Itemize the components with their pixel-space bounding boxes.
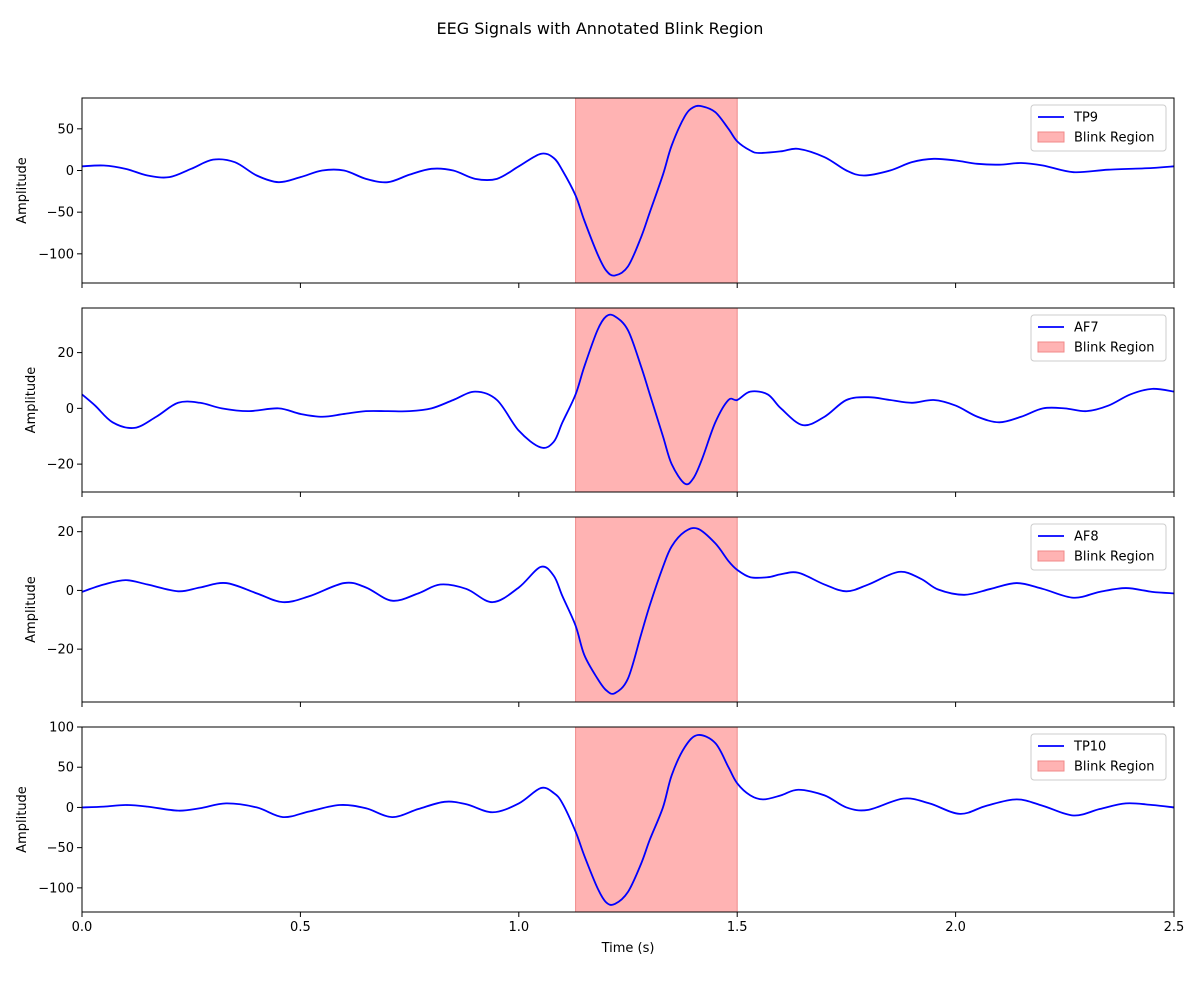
x-tick-label: 2.0	[945, 920, 966, 935]
blink-region	[575, 726, 738, 913]
series-line-af8	[82, 527, 1174, 695]
legend-box	[1030, 314, 1167, 362]
y-tick-label: 0	[66, 164, 74, 179]
series-line-af7	[82, 313, 1174, 486]
legend-region-label: Blink Region	[1074, 131, 1155, 146]
legend-series-label: TP10	[1073, 740, 1106, 755]
y-tick-label: −50	[47, 841, 74, 856]
panels: −100 −50 0 50 Amplitude TP9 Blink Region −20 0 20…	[15, 97, 1184, 936]
legend-region-swatch	[1037, 341, 1065, 353]
y-tick-label: 0	[66, 801, 74, 816]
x-tick-label: 0.0	[72, 920, 93, 935]
legend-region-label: Blink Region	[1074, 341, 1155, 356]
legend-region-swatch	[1037, 760, 1065, 772]
y-tick-label: −20	[47, 458, 74, 473]
legend: AF7 Blink Region	[1030, 314, 1167, 362]
panel-4: 0.0 0.5 1.0 1.5 2.0 2.5 −100 −50 0 50 100 Amplitude…	[15, 721, 1184, 936]
legend-box	[1030, 733, 1167, 781]
figure-title: EEG Signals with Annotated Blink Region	[437, 19, 764, 38]
legend-region-swatch	[1037, 550, 1065, 562]
blink-region	[575, 97, 738, 284]
x-tick-label: 0.5	[290, 920, 311, 935]
legend-series-label: TP9	[1073, 111, 1098, 126]
axes-frame	[81, 307, 1175, 493]
y-axis-label: Amplitude	[24, 367, 39, 434]
panel-2: −20 0 20 Amplitude AF7 Blink Region	[24, 307, 1175, 497]
y-tick-label: 100	[49, 721, 74, 736]
x-axis-label: Time (s)	[601, 941, 655, 956]
legend-series-label: AF8	[1074, 530, 1099, 545]
y-tick-label: 20	[57, 346, 74, 361]
x-tick-label: 2.5	[1164, 920, 1185, 935]
y-tick-label: −20	[47, 643, 74, 658]
legend-box	[1030, 104, 1167, 152]
y-tick-label: 20	[57, 525, 74, 540]
x-tick-label: 1.0	[508, 920, 529, 935]
y-axis-label: Amplitude	[15, 786, 30, 853]
y-tick-label: 0	[66, 402, 74, 417]
legend-region-label: Blink Region	[1074, 760, 1155, 775]
legend: TP10 Blink Region	[1030, 733, 1167, 781]
axes-frame	[81, 726, 1175, 913]
axes-frame	[81, 97, 1175, 284]
y-tick-label: −100	[38, 247, 74, 262]
axes-frame	[81, 516, 1175, 703]
blink-region	[575, 307, 738, 493]
y-axis-label: Amplitude	[15, 157, 30, 224]
y-tick-label: 0	[66, 584, 74, 599]
series-line-tp9	[82, 104, 1174, 277]
panel-3: −20 0 20 Amplitude AF8 Blink Region	[24, 516, 1175, 707]
series-line-tp10	[82, 734, 1174, 906]
legend-region-label: Blink Region	[1074, 550, 1155, 565]
y-tick-label: 50	[57, 122, 74, 137]
y-axis-label: Amplitude	[24, 576, 39, 643]
legend-series-label: AF7	[1074, 321, 1099, 336]
legend-box	[1030, 523, 1167, 571]
y-tick-label: −100	[38, 881, 74, 896]
legend: AF8 Blink Region	[1030, 523, 1167, 571]
legend-region-swatch	[1037, 131, 1065, 143]
y-tick-label: 50	[57, 761, 74, 776]
blink-region	[575, 516, 738, 703]
legend: TP9 Blink Region	[1030, 104, 1167, 152]
panel-1: −100 −50 0 50 Amplitude TP9 Blink Region	[15, 97, 1175, 288]
x-tick-label: 1.5	[727, 920, 748, 935]
y-tick-label: −50	[47, 206, 74, 221]
